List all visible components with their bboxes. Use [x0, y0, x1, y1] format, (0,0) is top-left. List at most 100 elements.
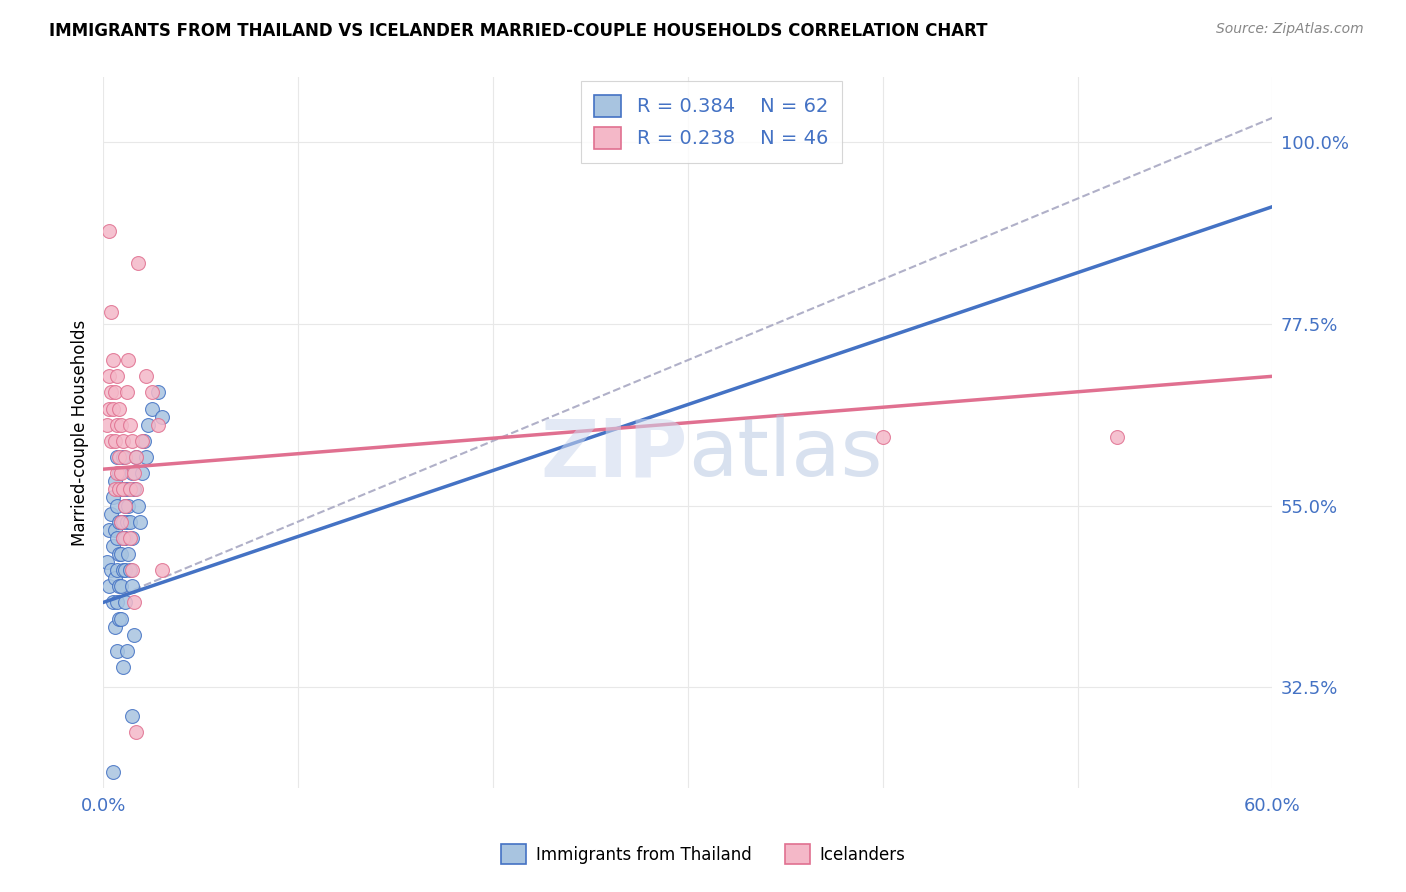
Point	[125, 483, 148, 497]
Point	[111, 515, 134, 529]
Point	[104, 434, 127, 448]
Point	[124, 595, 146, 609]
Point	[125, 450, 148, 464]
Point	[131, 434, 153, 448]
Point	[115, 644, 138, 658]
Point	[110, 483, 132, 497]
Point	[98, 401, 121, 416]
Point	[96, 555, 118, 569]
Point	[107, 450, 129, 464]
Point	[100, 385, 122, 400]
Point	[146, 385, 169, 400]
Point	[125, 724, 148, 739]
Point	[131, 467, 153, 481]
Point	[105, 499, 128, 513]
Point	[114, 450, 136, 464]
Point	[101, 491, 124, 505]
Point	[114, 595, 136, 609]
Point	[150, 409, 173, 424]
Point	[121, 531, 143, 545]
Point	[120, 531, 142, 545]
Point	[120, 563, 142, 577]
Point	[125, 450, 148, 464]
Text: Source: ZipAtlas.com: Source: ZipAtlas.com	[1216, 22, 1364, 37]
Point	[136, 417, 159, 432]
Legend: R = 0.384    N = 62, R = 0.238    N = 46: R = 0.384 N = 62, R = 0.238 N = 46	[581, 81, 842, 163]
Point	[124, 467, 146, 481]
Point	[124, 628, 146, 642]
Point	[107, 579, 129, 593]
Point	[105, 450, 128, 464]
Point	[104, 620, 127, 634]
Point	[135, 450, 157, 464]
Point	[105, 595, 128, 609]
Point	[107, 483, 129, 497]
Point	[135, 369, 157, 384]
Point	[121, 579, 143, 593]
Point	[120, 515, 142, 529]
Point	[120, 417, 142, 432]
Point	[107, 467, 129, 481]
Point	[98, 369, 121, 384]
Point	[104, 475, 127, 489]
Point	[114, 499, 136, 513]
Point	[121, 708, 143, 723]
Point	[111, 483, 134, 497]
Y-axis label: Married-couple Households: Married-couple Households	[72, 319, 89, 546]
Point	[146, 417, 169, 432]
Point	[96, 417, 118, 432]
Point	[110, 579, 132, 593]
Point	[114, 531, 136, 545]
Point	[121, 563, 143, 577]
Text: atlas: atlas	[688, 415, 882, 493]
Point	[104, 483, 127, 497]
Point	[111, 531, 134, 545]
Point	[98, 579, 121, 593]
Point	[110, 417, 132, 432]
Point	[98, 224, 121, 238]
Point	[105, 644, 128, 658]
Point	[117, 547, 139, 561]
Point	[111, 434, 134, 448]
Point	[107, 515, 129, 529]
Point	[100, 434, 122, 448]
Point	[100, 563, 122, 577]
Point	[104, 385, 127, 400]
Point	[101, 595, 124, 609]
Point	[101, 353, 124, 368]
Point	[100, 304, 122, 318]
Point	[1105, 430, 1128, 444]
Point	[111, 531, 134, 545]
Point	[105, 417, 128, 432]
Point	[105, 369, 128, 384]
Point	[104, 571, 127, 585]
Point	[129, 515, 152, 529]
Point	[111, 660, 134, 674]
Point	[121, 467, 143, 481]
Point	[132, 434, 155, 448]
Point	[114, 563, 136, 577]
Point	[115, 483, 138, 497]
Point	[101, 539, 124, 553]
Point	[105, 467, 128, 481]
Point	[141, 385, 163, 400]
Point	[101, 401, 124, 416]
Point	[107, 401, 129, 416]
Point	[110, 515, 132, 529]
Point	[117, 499, 139, 513]
Legend: Immigrants from Thailand, Icelanders: Immigrants from Thailand, Icelanders	[494, 838, 912, 871]
Text: IMMIGRANTS FROM THAILAND VS ICELANDER MARRIED-COUPLE HOUSEHOLDS CORRELATION CHAR: IMMIGRANTS FROM THAILAND VS ICELANDER MA…	[49, 22, 987, 40]
Point	[110, 612, 132, 626]
Point	[115, 515, 138, 529]
Text: ZIP: ZIP	[540, 415, 688, 493]
Point	[107, 547, 129, 561]
Point	[120, 483, 142, 497]
Point	[127, 499, 149, 513]
Point	[124, 483, 146, 497]
Point	[141, 401, 163, 416]
Point	[872, 430, 894, 444]
Point	[150, 563, 173, 577]
Point	[100, 507, 122, 521]
Point	[98, 523, 121, 537]
Point	[111, 483, 134, 497]
